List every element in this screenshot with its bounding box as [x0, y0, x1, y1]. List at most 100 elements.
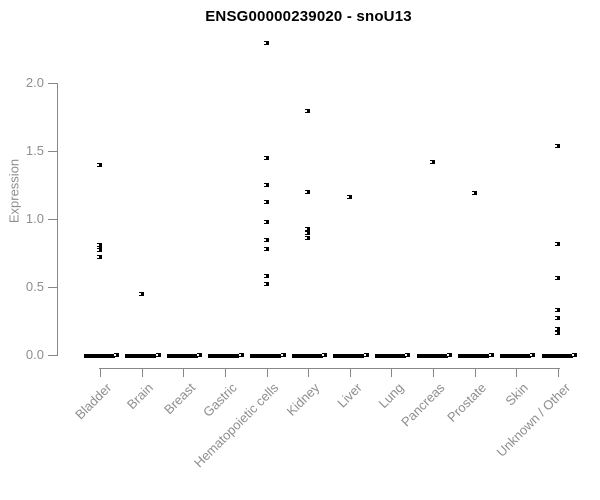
data-point-marker — [155, 353, 161, 357]
data-point-marker — [555, 275, 561, 280]
x-tick — [183, 368, 185, 377]
marker-notch — [405, 354, 408, 356]
x-tick-label: Kidney — [284, 380, 323, 419]
y-tick-label: 0.0 — [25, 347, 44, 362]
y-tick — [48, 355, 57, 356]
marker-notch — [263, 184, 266, 187]
data-point-marker — [114, 353, 119, 357]
marker-notch — [263, 41, 266, 44]
marker-notch — [263, 220, 266, 223]
x-tick — [266, 368, 268, 377]
data-point-marker — [97, 255, 102, 260]
y-tick-label: 0.5 — [25, 279, 44, 295]
data-point-marker — [322, 353, 328, 357]
marker-notch — [488, 354, 491, 356]
marker-notch — [555, 332, 558, 335]
data-point-marker — [238, 353, 244, 357]
data-point-marker — [197, 353, 203, 357]
data-point-marker — [305, 230, 311, 235]
x-tick-label: Prostate — [444, 380, 490, 425]
x-tick — [308, 368, 310, 377]
marker-notch — [114, 354, 116, 356]
zero-line-dash — [541, 353, 573, 358]
data-point-marker — [138, 291, 144, 296]
data-point-marker — [263, 237, 269, 242]
x-tick-label: Bladder — [72, 380, 115, 423]
data-point-marker — [97, 248, 102, 253]
data-point-marker — [555, 241, 561, 246]
marker-notch — [97, 246, 99, 249]
data-point-marker — [263, 247, 269, 252]
marker-notch — [305, 237, 308, 240]
y-tick-label: 1.0 — [25, 211, 44, 227]
data-point-marker — [97, 243, 102, 247]
data-point-marker — [263, 274, 269, 279]
x-tick — [349, 368, 351, 377]
marker-notch — [97, 163, 99, 166]
marker-notch — [197, 354, 200, 356]
data-point-marker — [555, 327, 561, 332]
marker-notch — [97, 244, 99, 246]
data-point-marker — [530, 353, 536, 357]
x-tick-label: Skin — [502, 380, 532, 409]
marker-notch — [447, 354, 450, 356]
data-point-marker — [263, 156, 269, 161]
marker-notch — [430, 161, 433, 164]
marker-notch — [305, 231, 308, 234]
marker-notch — [555, 309, 558, 312]
y-tick — [48, 287, 57, 289]
marker-notch — [555, 144, 558, 147]
marker-notch — [555, 242, 558, 245]
zero-line-dash — [291, 353, 323, 358]
zero-line-dash — [166, 353, 198, 358]
zero-line-dash — [458, 353, 490, 358]
marker-notch — [555, 276, 558, 279]
data-point-marker — [263, 183, 269, 188]
marker-notch — [530, 354, 533, 356]
y-tick — [48, 83, 57, 85]
x-tick-label: Brain — [124, 380, 157, 413]
marker-notch — [263, 157, 266, 160]
zero-line-dash — [416, 353, 448, 358]
x-tick — [433, 368, 435, 377]
marker-notch — [238, 354, 241, 356]
y-tick-label: 2.0 — [25, 75, 44, 91]
marker-notch — [263, 200, 266, 203]
marker-notch — [263, 275, 266, 278]
data-point-marker — [572, 353, 578, 357]
data-point-marker — [97, 162, 102, 167]
marker-notch — [555, 317, 558, 320]
zero-line-dash — [83, 353, 115, 358]
x-tick-label: Unknown / Other — [493, 380, 573, 460]
x-tick-label: Breast — [160, 380, 198, 418]
data-point-marker — [305, 190, 311, 195]
data-point-marker — [471, 191, 477, 196]
marker-notch — [305, 191, 308, 194]
y-tick — [48, 151, 57, 153]
data-point-marker — [263, 282, 269, 287]
x-tick — [224, 368, 226, 377]
data-point-marker — [280, 353, 286, 357]
zero-line-dash — [125, 353, 157, 358]
zero-line-dash — [208, 353, 240, 358]
marker-notch — [263, 238, 266, 241]
y-tick-label: 1.5 — [25, 143, 44, 159]
x-tick-label: Gastric — [199, 380, 240, 420]
data-point-marker — [346, 195, 352, 200]
x-tick — [474, 368, 476, 377]
data-point-marker — [305, 108, 311, 113]
x-tick-label: Pancreas — [398, 380, 448, 430]
marker-notch — [363, 354, 366, 356]
zero-line-dash — [250, 353, 282, 358]
zero-line-dash — [499, 353, 531, 358]
marker-notch — [97, 256, 99, 259]
x-tick — [391, 368, 393, 377]
data-point-marker — [363, 353, 369, 357]
marker-notch — [280, 354, 283, 356]
x-tick — [558, 368, 560, 377]
marker-notch — [346, 196, 349, 199]
data-point-marker — [263, 40, 269, 45]
x-tick — [141, 368, 143, 377]
data-point-marker — [305, 236, 311, 241]
